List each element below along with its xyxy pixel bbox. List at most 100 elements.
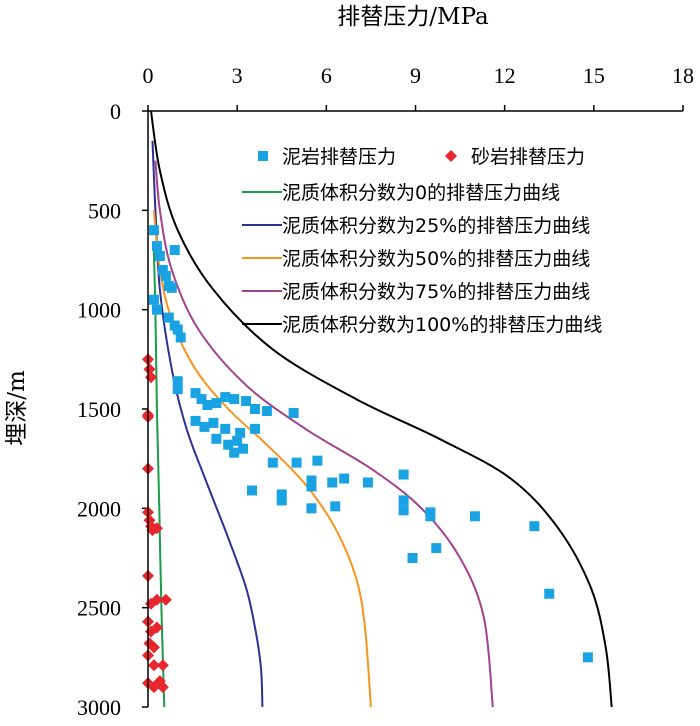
mudstone-point xyxy=(151,304,162,315)
y-tick-label: 1000 xyxy=(77,298,121,323)
legend: 泥岩排替压力 砂岩排替压力泥质体积分数为0的排替压力曲线泥质体积分数为25%的排替… xyxy=(242,146,602,336)
mudstone-point xyxy=(229,447,240,458)
legend-sandstone-marker xyxy=(445,150,457,162)
legend-label: 泥质体积分数为50%的排替压力曲线 xyxy=(282,248,590,270)
legend-label: 泥质体积分数为25%的排替压力曲线 xyxy=(282,215,590,237)
legend-label: 砂岩排替压力 xyxy=(471,146,585,168)
mudstone-point xyxy=(172,384,183,395)
sandstone-point xyxy=(147,641,160,654)
mudstone-point xyxy=(148,225,159,236)
mudstone-point xyxy=(529,521,540,532)
mudstone-point xyxy=(431,543,442,554)
mudstone-point xyxy=(151,241,162,252)
sandstone-point xyxy=(147,659,160,672)
mudstone-point xyxy=(208,417,219,428)
legend-label: 泥质体积分数为0的排替压力曲线 xyxy=(282,182,560,204)
sandstone-point xyxy=(150,522,163,535)
mudstone-point xyxy=(582,652,593,663)
mudstone-point xyxy=(229,394,240,405)
sandstone-point xyxy=(159,593,172,606)
mudstone-point xyxy=(175,332,186,343)
mudstone-point xyxy=(312,455,323,466)
mudstone-point xyxy=(148,294,159,305)
mudstone-point xyxy=(250,423,260,434)
mudstone-point xyxy=(398,469,409,480)
mudstone-point xyxy=(398,505,409,516)
mudstone-point xyxy=(339,473,350,484)
y-axis-label: 埋深/m xyxy=(4,370,30,446)
x-tick-label: 6 xyxy=(321,63,332,88)
sandstone-point xyxy=(156,659,169,672)
legend-label: 泥质体积分数为100%的排替压力曲线 xyxy=(282,314,602,336)
y-tick-label: 2500 xyxy=(77,596,121,621)
sandstone-point xyxy=(150,593,163,606)
mudstone-point xyxy=(172,376,183,387)
y-tick-label: 1500 xyxy=(77,397,121,422)
mudstone-point xyxy=(291,457,302,468)
x-tick-label: 12 xyxy=(494,63,516,88)
sandstone-point xyxy=(156,681,169,694)
mudstone-point xyxy=(223,439,234,450)
y-axis-ticks: 0 500 1000 1500 2000 2500 3000 xyxy=(77,99,148,720)
mudstone-point xyxy=(306,503,317,514)
chart-title: 排替压力/MPa xyxy=(337,4,489,30)
y-tick-label: 3000 xyxy=(77,695,121,720)
mudstone-point xyxy=(190,388,201,399)
mudstone-point xyxy=(157,264,168,275)
sandstone-point xyxy=(143,363,156,376)
y-tick-label: 0 xyxy=(110,99,121,124)
sandstone-point xyxy=(150,621,163,634)
mudstone-point xyxy=(169,245,180,256)
mudstone-point xyxy=(196,394,207,405)
mudstone-point xyxy=(250,404,260,414)
mudstone-point xyxy=(469,511,480,522)
x-tick-label: 9 xyxy=(410,63,421,88)
mudstone-point xyxy=(544,588,555,599)
mudstone-point xyxy=(220,392,231,403)
mudstone-point xyxy=(362,477,373,488)
mudstone-point xyxy=(172,324,183,335)
mudstone-point xyxy=(398,495,409,506)
mudstone-point xyxy=(288,407,299,418)
mudstone-point xyxy=(154,251,165,262)
mudstone-point xyxy=(232,435,243,446)
mudstone-point xyxy=(238,443,249,454)
scatter-series xyxy=(142,225,593,694)
curve-50pct xyxy=(152,210,372,708)
mudstone-point xyxy=(235,427,246,438)
mudstone-point xyxy=(211,433,222,444)
x-axis-ticks: 0 3 6 9 12 15 18 xyxy=(143,63,694,111)
y-tick-label: 2000 xyxy=(77,496,121,521)
mudstone-point xyxy=(267,457,278,468)
mudstone-point xyxy=(327,477,338,488)
mudstone-point xyxy=(330,501,341,512)
mudstone-point xyxy=(241,396,252,407)
mudstone-point xyxy=(276,495,287,506)
mudstone-point xyxy=(163,312,174,323)
y-tick-label: 500 xyxy=(88,198,121,223)
mudstone-point xyxy=(160,270,171,281)
mudstone-point xyxy=(425,511,436,522)
mudstone-point xyxy=(261,405,272,416)
mudstone-point xyxy=(220,423,231,434)
mudstone-point xyxy=(190,415,201,426)
mudstone-point xyxy=(199,421,210,432)
x-tick-label: 0 xyxy=(143,63,154,88)
legend-label: 泥岩排替压力 xyxy=(282,146,396,168)
mudstone-point xyxy=(202,400,213,411)
legend-label: 泥质体积分数为75%的排替压力曲线 xyxy=(282,281,590,303)
mudstone-point xyxy=(211,398,222,409)
mudstone-point xyxy=(166,282,177,293)
x-tick-label: 18 xyxy=(672,63,694,88)
legend-mudstone-marker xyxy=(258,151,268,161)
sandstone-point xyxy=(144,371,157,384)
mudstone-point xyxy=(407,553,418,563)
x-tick-label: 3 xyxy=(232,63,243,88)
x-tick-label: 15 xyxy=(583,63,605,88)
curve-75pct xyxy=(154,160,494,708)
line-series xyxy=(150,110,613,708)
mudstone-point xyxy=(306,481,317,492)
mudstone-point xyxy=(247,485,258,496)
mudstone-point xyxy=(276,489,287,500)
